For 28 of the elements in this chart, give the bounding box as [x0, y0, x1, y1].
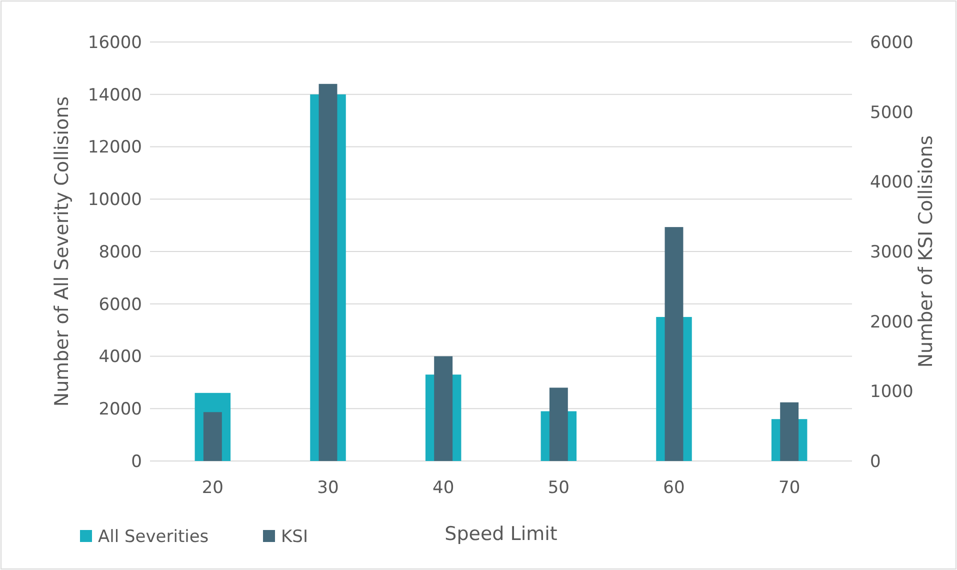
y-tick-label: 14000 [88, 85, 142, 106]
y2-tick-label: 5000 [870, 102, 914, 123]
y2-tick-label: 1000 [870, 382, 914, 402]
y-tick-label: 8000 [98, 242, 142, 262]
x-tick-label: 30 [317, 478, 339, 498]
y-tick-label: 6000 [98, 294, 142, 315]
x-tick-label: 50 [548, 478, 570, 498]
bar [203, 412, 222, 461]
y-axis-title: Number of All Severity Collisions [51, 96, 73, 407]
y2-tick-label: 2000 [870, 312, 914, 332]
y2-tick-label: 6000 [870, 32, 914, 53]
y-tick-label: 0 [131, 452, 142, 472]
y-tick-label: 12000 [88, 138, 142, 158]
x-tick-label: 60 [663, 478, 685, 498]
y-tick-label: 4000 [98, 347, 142, 368]
y2-tick-label: 4000 [870, 172, 914, 193]
y-tick-label: 2000 [98, 400, 142, 420]
y-tick-label: 16000 [88, 32, 142, 53]
x-tick-label: 70 [778, 478, 800, 498]
y2-tick-label: 3000 [870, 242, 914, 262]
legend-label: KSI [281, 526, 308, 547]
y2-tick-label: 0 [870, 452, 881, 472]
x-tick-label: 40 [432, 478, 454, 498]
legend-label: All Severities [98, 526, 209, 547]
y2-axis-title: Number of KSI Collisions [915, 135, 937, 368]
y-tick-label: 10000 [88, 190, 142, 210]
x-axis-title: Speed Limit [444, 523, 558, 545]
x-tick-label: 20 [202, 478, 224, 498]
